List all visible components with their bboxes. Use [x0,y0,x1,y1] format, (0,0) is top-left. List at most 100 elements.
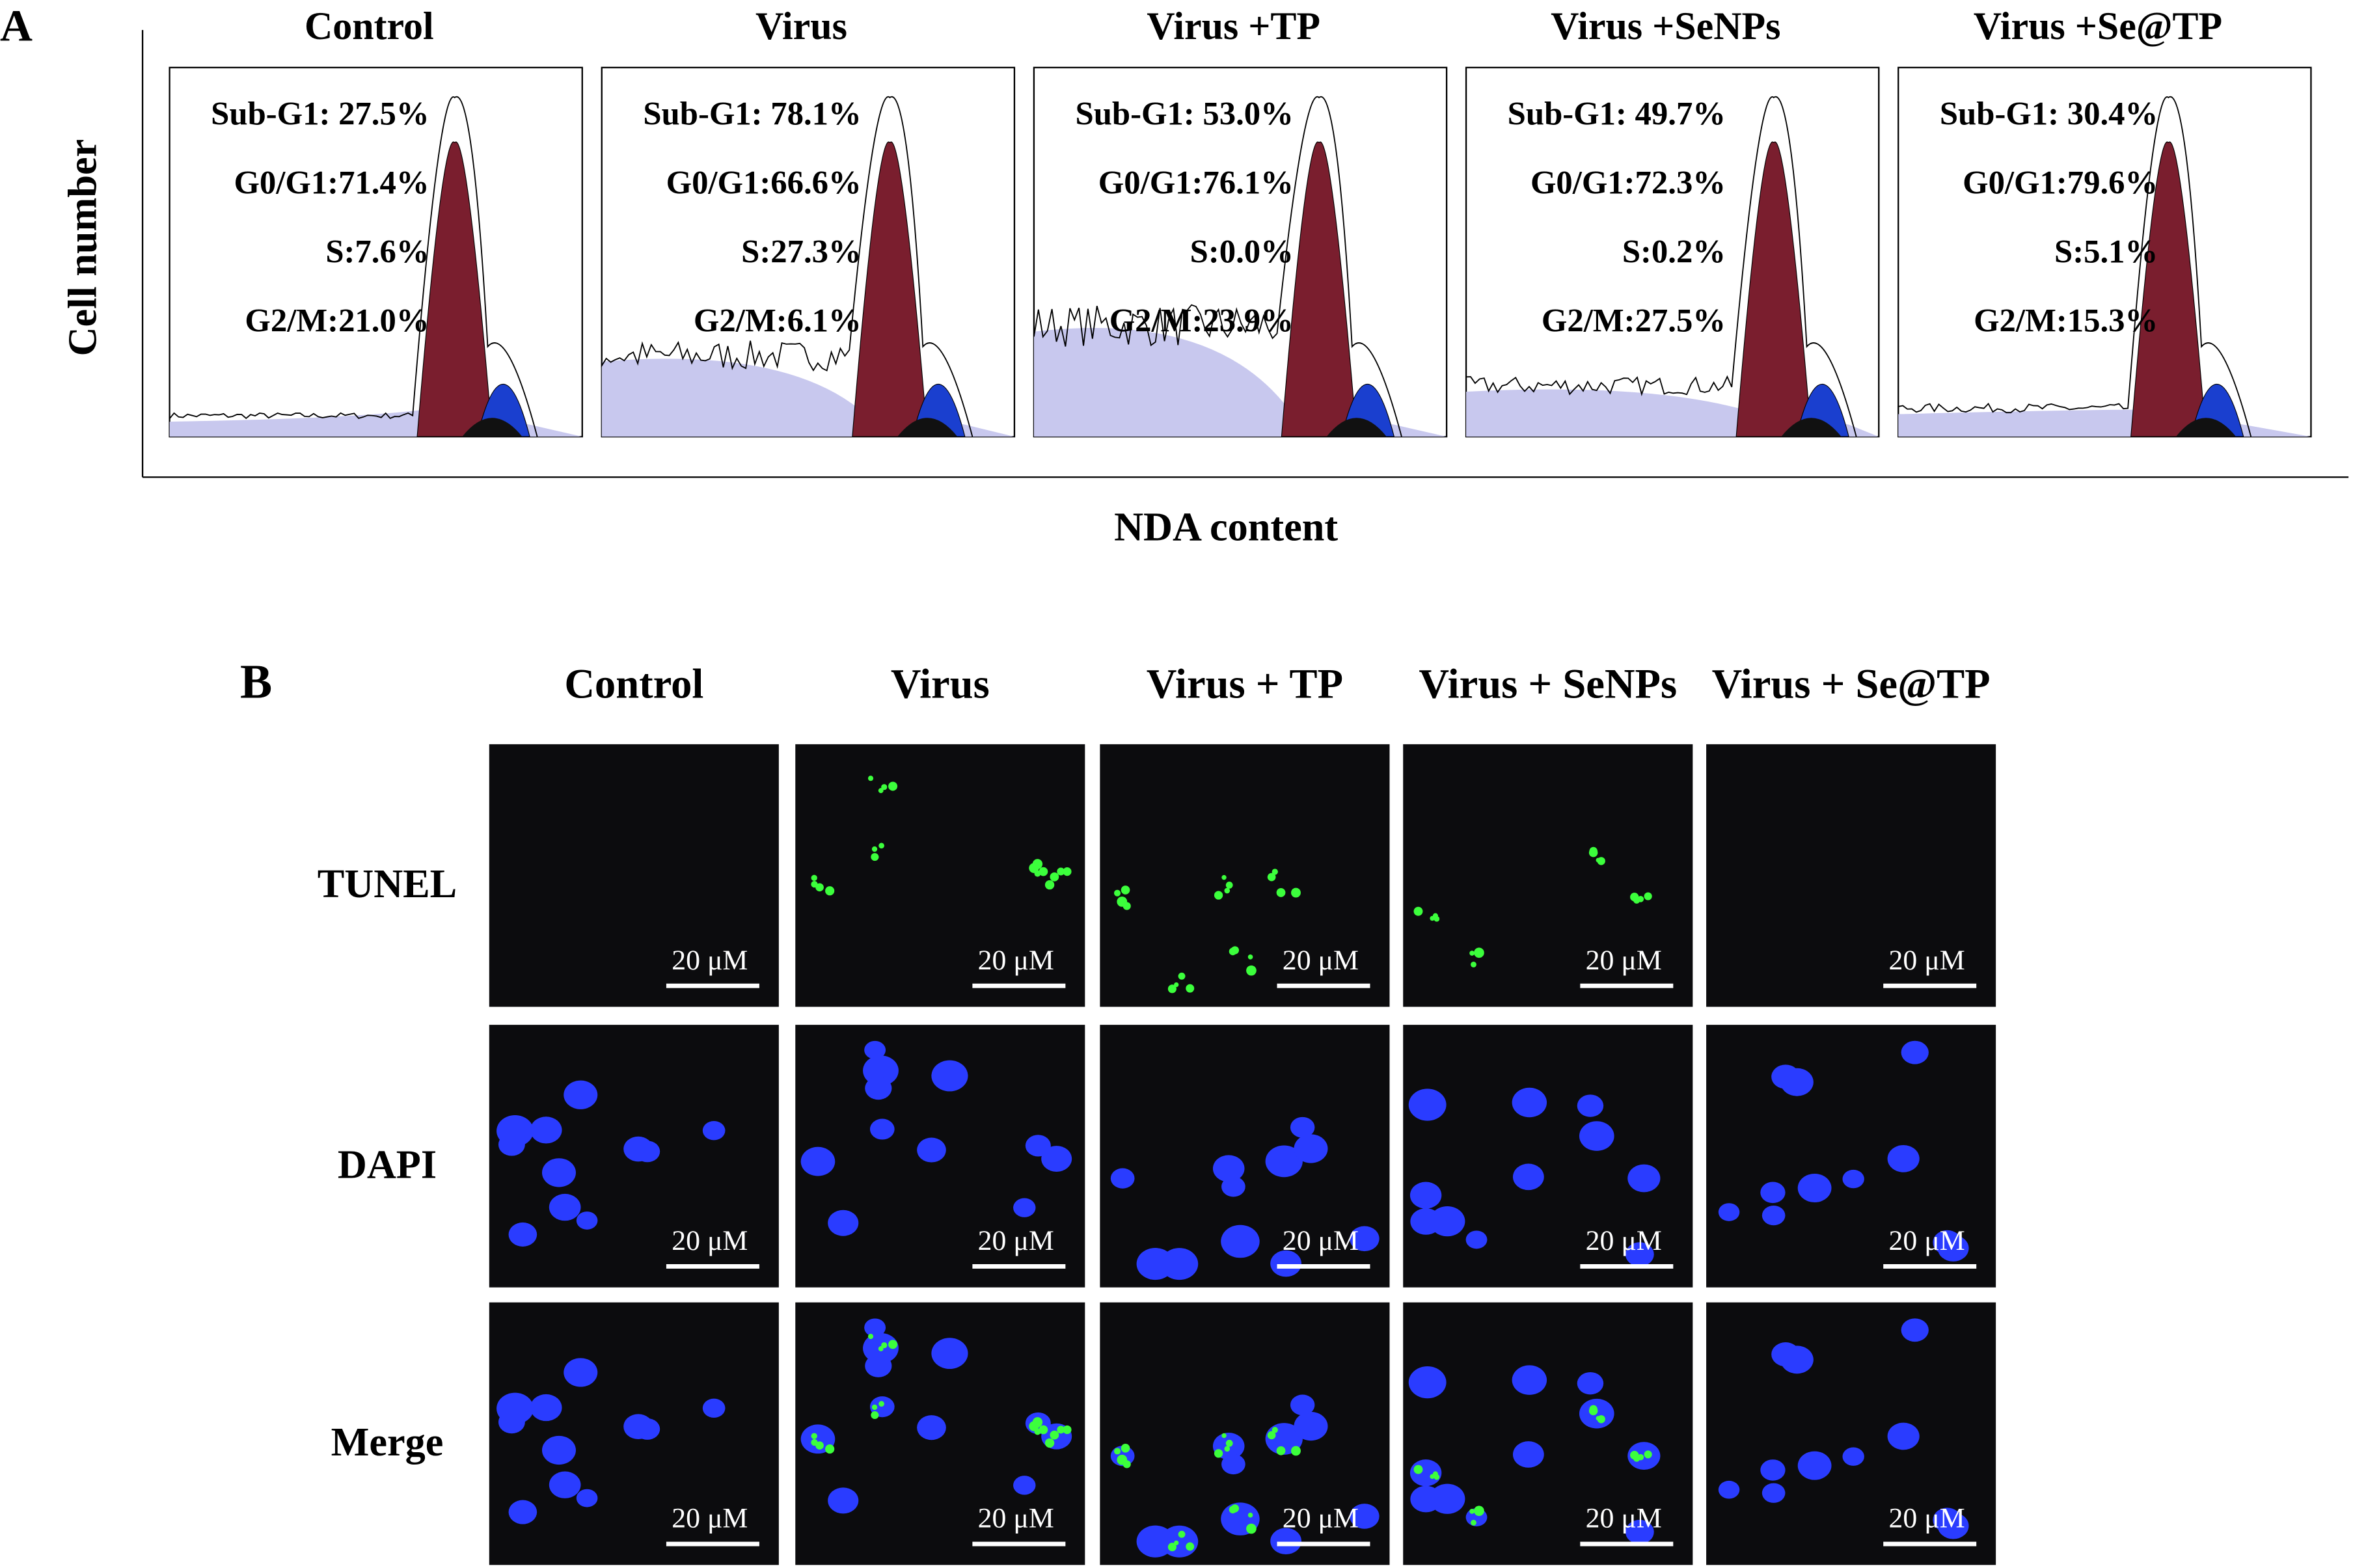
tunel-signal [1276,1446,1286,1455]
nucleus [1901,1318,1929,1342]
g1-peak [2130,141,2207,437]
nucleus [1270,1250,1302,1277]
tunel-signal [1229,1506,1237,1514]
plot-frame [1897,66,2312,438]
nucleus [1627,1442,1661,1470]
tunel-signal [1057,1426,1065,1434]
phase-stat: G0/G1:72.3% [1530,165,1726,201]
tunel-signal [1221,1433,1227,1439]
micrograph [1706,744,1996,1007]
scale-bar-label: 20 μM [1283,1503,1359,1534]
tunel-signal [1225,1439,1233,1447]
nucleus [863,1055,899,1086]
phase-stat: G2/M:27.5% [1542,303,1726,339]
nucleus [530,1116,562,1144]
nucleus [1760,1182,1786,1204]
phase-stat: G2/M:23.9% [1109,303,1294,339]
panel-label: B [240,655,272,708]
nucleus [549,1471,581,1498]
plot-title: Control [305,5,434,47]
tunel-signal [1644,1450,1652,1459]
nucleus [864,1040,886,1059]
tunel-signal [1032,859,1043,869]
tunel-signal [881,784,888,791]
phase-stat: Sub-G1: 53.0% [1076,95,1294,131]
nucleus [1718,1480,1740,1499]
tunel-signal [871,1404,878,1411]
nucleus [1625,1242,1654,1267]
nucleus [1294,1134,1328,1163]
tunel-signal [1272,1427,1278,1433]
tunel-signal [1186,984,1195,993]
nucleus [564,1080,598,1109]
tunel-signal [1276,888,1286,897]
nucleus [865,1354,892,1377]
tunel-signal [1246,965,1257,976]
nucleus [1025,1135,1051,1157]
tunel-signal [878,843,884,849]
tunel-signal [1113,889,1121,897]
nucleus [828,1210,859,1236]
nucleus [1512,1365,1547,1395]
phase-stat: Sub-G1: 49.7% [1508,95,1726,131]
phase-stat: Sub-G1: 78.1% [643,95,861,131]
row-label: DAPI [338,1142,437,1187]
plot-title: Virus +Se@TP [1974,5,2222,47]
phase-stat: G0/G1:71.4% [234,165,429,201]
tunel-signal [1221,874,1227,880]
x-axis-label: NDA content [1114,505,1338,549]
histogram-outline [1033,96,1402,437]
phase-stat: Sub-G1: 27.5% [211,95,429,131]
scale-bar-label: 20 μM [672,1225,748,1256]
nucleus [1625,1519,1654,1545]
nucleus [1350,1226,1380,1252]
tunel-signal [1186,1542,1195,1551]
scale-bar-label: 20 μM [672,945,748,976]
phase-stat: S:0.2% [1622,234,1726,270]
nucleus [1577,1372,1604,1395]
tunel-signal [878,1346,884,1351]
tunel-signal [871,1411,879,1419]
tunel-signal [1478,949,1484,955]
tunel-signal [1413,1465,1423,1474]
nucleus [1780,1345,1814,1374]
tunel-signal [1044,880,1055,890]
tunel-signal [1122,902,1131,910]
nucleus [864,1318,886,1337]
nucleus [634,1418,660,1440]
nucleus [1577,1094,1604,1117]
phase-stat: G2/M:15.3% [1974,303,2158,339]
tunel-signal [1063,867,1072,876]
phase-stat: G2/M:21.0% [245,303,429,339]
s-phase [2175,418,2237,437]
tunel-signal [811,874,817,882]
nucleus [564,1358,598,1387]
g1-peak [416,141,493,437]
plot-frame [169,66,583,438]
g1-peak [852,141,928,437]
tunel-signal [1272,869,1278,875]
nucleus [1901,1040,1929,1064]
nucleus [1761,1483,1786,1503]
nucleus [530,1394,562,1422]
nucleus [496,1392,534,1424]
tunel-signal [867,1334,874,1340]
tunel-signal [1050,1430,1059,1440]
tunel-signal [1291,887,1301,898]
scale-bar-label: 20 μM [1888,1503,1965,1534]
tunel-signal [1113,1448,1121,1455]
nucleus [1842,1447,1864,1466]
column-title: Virus + TP [1147,660,1343,707]
tunel-signal [1057,867,1065,876]
y-axis-label: Cell number [61,139,105,357]
tunel-signal [1229,947,1237,956]
nucleus [1627,1164,1661,1193]
tunel-signal [1644,892,1652,900]
scale-bar-label: 20 μM [1586,1503,1662,1534]
scale-bar-label: 20 μM [978,945,1054,976]
nucleus [1136,1525,1175,1558]
nucleus [1136,1247,1175,1280]
nucleus [1110,1168,1135,1189]
plot-title: Virus +TP [1147,5,1320,47]
